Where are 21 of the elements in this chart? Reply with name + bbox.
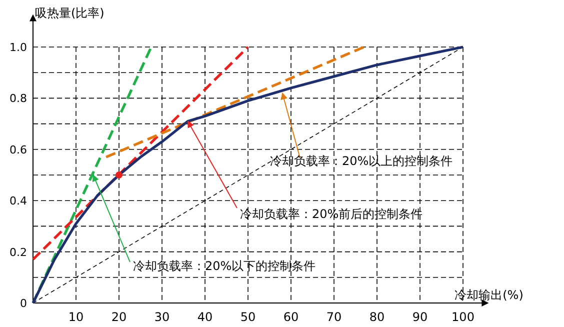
x-tick-label: 90 [412,310,428,324]
x-tick-label: 60 [283,310,299,324]
annotation: 冷却负载率：20%以下的控制条件 [133,259,316,273]
x-tick-label: 20 [111,310,127,324]
x-tick-label: 40 [197,310,213,324]
y-tick-label: 0.2 [10,246,27,259]
annotation: 冷却负载率：20%以上的控制条件 [270,154,453,168]
x-axis-title: 冷却输出(%) [454,288,524,302]
x-tick-label: 10 [68,310,84,324]
x-tick-label: 30 [154,310,170,324]
annotation: 冷却负载率：20%前后的控制条件 [240,207,423,221]
x-tick-label: 50 [240,310,256,324]
x-tick-label: 80 [369,310,385,324]
y-tick-label: 1.0 [10,41,27,54]
y-tick-label: 0 [20,297,27,310]
y-tick-label: 0.4 [10,194,27,208]
x-tick-label: 100 [452,310,474,324]
x-tick-label: 70 [326,310,342,324]
y-tick-label: 0.8 [10,92,27,106]
y-tick-label: 0.6 [10,143,27,156]
y-axis-title: 吸热量(比率) [35,6,104,20]
